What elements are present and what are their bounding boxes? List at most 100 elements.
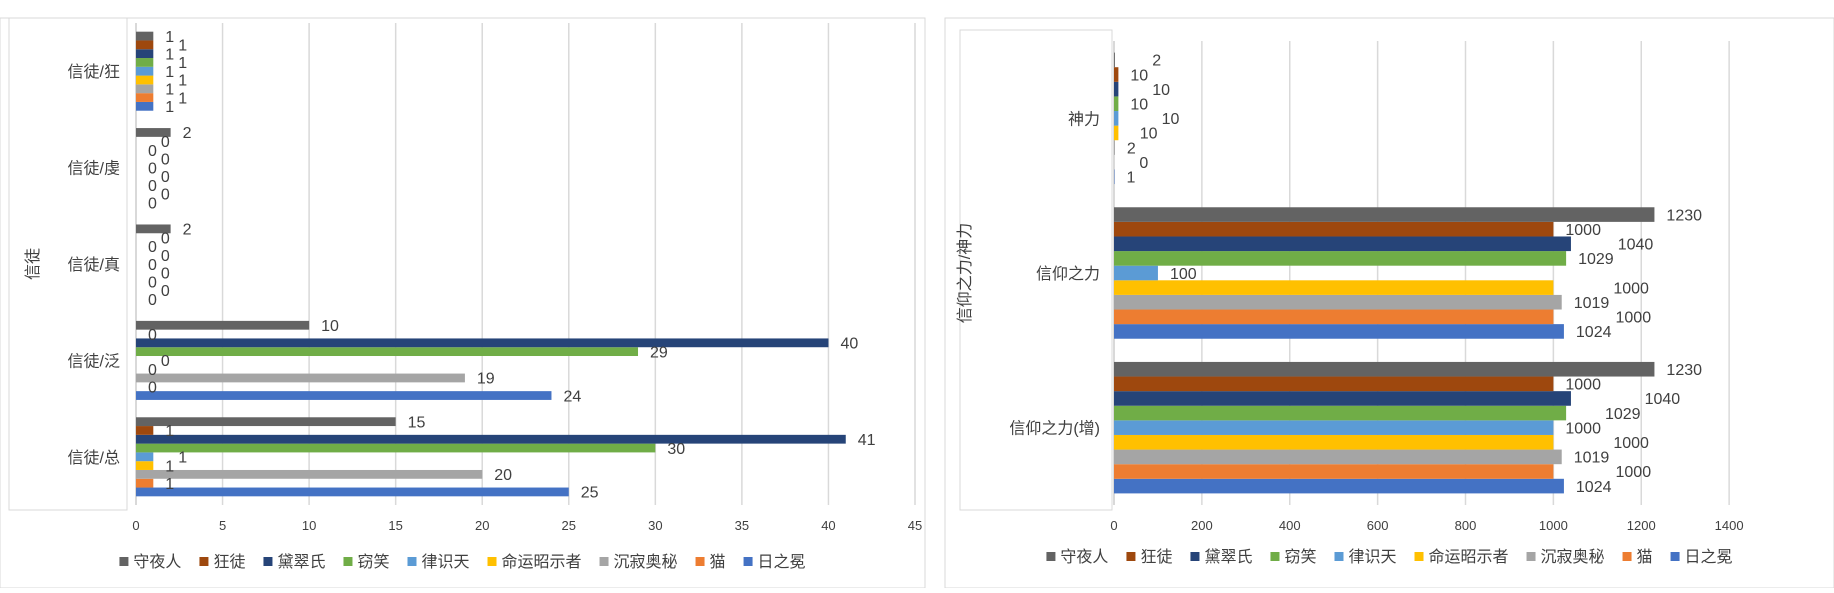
data-label: 1029: [1578, 251, 1614, 268]
data-label: 40: [840, 336, 858, 353]
category-label: 信徒/虔: [68, 160, 120, 178]
legend-swatch: [600, 557, 609, 566]
data-label: 0: [148, 178, 157, 195]
data-label: 0: [148, 160, 157, 177]
bar-律识天: [136, 452, 153, 461]
legend-swatch: [1527, 552, 1536, 561]
bar-守夜人: [1114, 53, 1115, 68]
data-label: 1: [165, 29, 174, 46]
bar-守夜人: [136, 321, 309, 330]
data-label: 10: [1130, 96, 1148, 113]
bar-沉寂奥秘: [1114, 295, 1562, 310]
legend-swatch: [488, 557, 497, 566]
data-label: 1: [178, 55, 187, 72]
legend-item: 命运昭示者: [1429, 548, 1509, 566]
bar-狂徒: [1114, 67, 1118, 82]
legend-item: 猫: [710, 553, 726, 571]
data-label: 0: [148, 239, 157, 256]
data-label: 1: [178, 73, 187, 90]
bar-狂徒: [1114, 377, 1553, 392]
bar-窃笑: [136, 347, 638, 356]
legend-swatch: [407, 557, 416, 566]
data-label: 1000: [1613, 280, 1649, 297]
data-label: 0: [148, 380, 157, 397]
bar-黛翠氏: [136, 435, 846, 444]
bar-黛翠氏: [136, 49, 153, 58]
data-label: 0: [161, 169, 170, 186]
data-label: 1019: [1574, 295, 1610, 312]
data-label: 0: [161, 353, 170, 370]
bar-猫: [136, 93, 153, 102]
data-label: 30: [667, 441, 685, 458]
bar-日之冕: [136, 488, 569, 497]
bar-日之冕: [1114, 324, 1564, 339]
data-label: 15: [408, 414, 426, 431]
legend-item: 猫: [1637, 548, 1653, 566]
bar-命运昭示者: [1114, 435, 1553, 450]
data-label: 29: [650, 344, 668, 361]
x-tick-label: 35: [735, 518, 749, 533]
category-label: 信徒/泛: [68, 352, 120, 370]
data-label: 19: [477, 371, 495, 388]
legend-swatch: [343, 557, 352, 566]
data-label: 1: [165, 64, 174, 81]
data-label: 0: [148, 195, 157, 212]
legend-item: 律识天: [1348, 548, 1396, 566]
bar-守夜人: [1114, 362, 1654, 377]
bar-窃笑: [1114, 96, 1118, 111]
data-label: 1040: [1645, 391, 1681, 408]
bar-命运昭示者: [136, 461, 153, 470]
data-label: 1000: [1565, 377, 1601, 394]
category-label: 信徒/狂: [68, 63, 120, 81]
bar-黛翠氏: [1114, 391, 1571, 406]
data-label: 41: [858, 432, 876, 449]
bar-守夜人: [136, 417, 396, 426]
data-label: 1000: [1613, 435, 1649, 452]
bar-律识天: [136, 67, 153, 76]
x-tick-label: 5: [219, 518, 226, 533]
legend-swatch: [1270, 552, 1279, 561]
data-label: 0: [161, 283, 170, 300]
data-label: 24: [563, 388, 581, 405]
bar-沉寂奥秘: [136, 470, 482, 479]
data-label: 1: [165, 46, 174, 63]
legend-item: 窃笑: [1284, 548, 1316, 566]
bar-律识天: [1114, 111, 1118, 126]
bar-沉寂奥秘: [1114, 450, 1562, 465]
data-label: 1019: [1574, 450, 1610, 467]
y-axis-title: 信仰之力/神力: [956, 223, 974, 323]
data-label: 1040: [1618, 237, 1654, 254]
data-label: 1: [165, 423, 174, 440]
category-label: 神力: [1068, 110, 1100, 128]
data-label: 100: [1170, 266, 1197, 283]
data-label: 1024: [1576, 479, 1612, 496]
data-label: 1230: [1666, 207, 1702, 224]
x-tick-label: 400: [1279, 518, 1301, 533]
bar-窃笑: [136, 444, 655, 453]
data-label: 25: [581, 485, 599, 502]
legend-swatch: [696, 557, 705, 566]
bar-黛翠氏: [1114, 236, 1571, 251]
legend-swatch: [744, 557, 753, 566]
legend-item: 黛翠氏: [1204, 548, 1252, 566]
legend-item: 守夜人: [133, 553, 181, 571]
bar-黛翠氏: [1114, 82, 1118, 97]
legend-swatch: [1190, 552, 1199, 561]
legend-item: 日之冕: [758, 553, 806, 571]
data-label: 1: [165, 82, 174, 99]
data-label: 2: [183, 125, 192, 142]
data-label: 1024: [1576, 324, 1612, 341]
data-label: 1: [178, 38, 187, 55]
bar-律识天: [1114, 266, 1158, 281]
legend-swatch: [199, 557, 208, 566]
data-label: 0: [161, 266, 170, 283]
data-label: 0: [161, 134, 170, 151]
data-label: 20: [494, 467, 512, 484]
data-label: 0: [148, 257, 157, 274]
x-tick-label: 0: [1110, 518, 1117, 533]
data-label: 1000: [1565, 222, 1601, 239]
legend-swatch: [1623, 552, 1632, 561]
legend-item: 狂徒: [1140, 548, 1172, 566]
bar-狂徒: [1114, 222, 1553, 237]
